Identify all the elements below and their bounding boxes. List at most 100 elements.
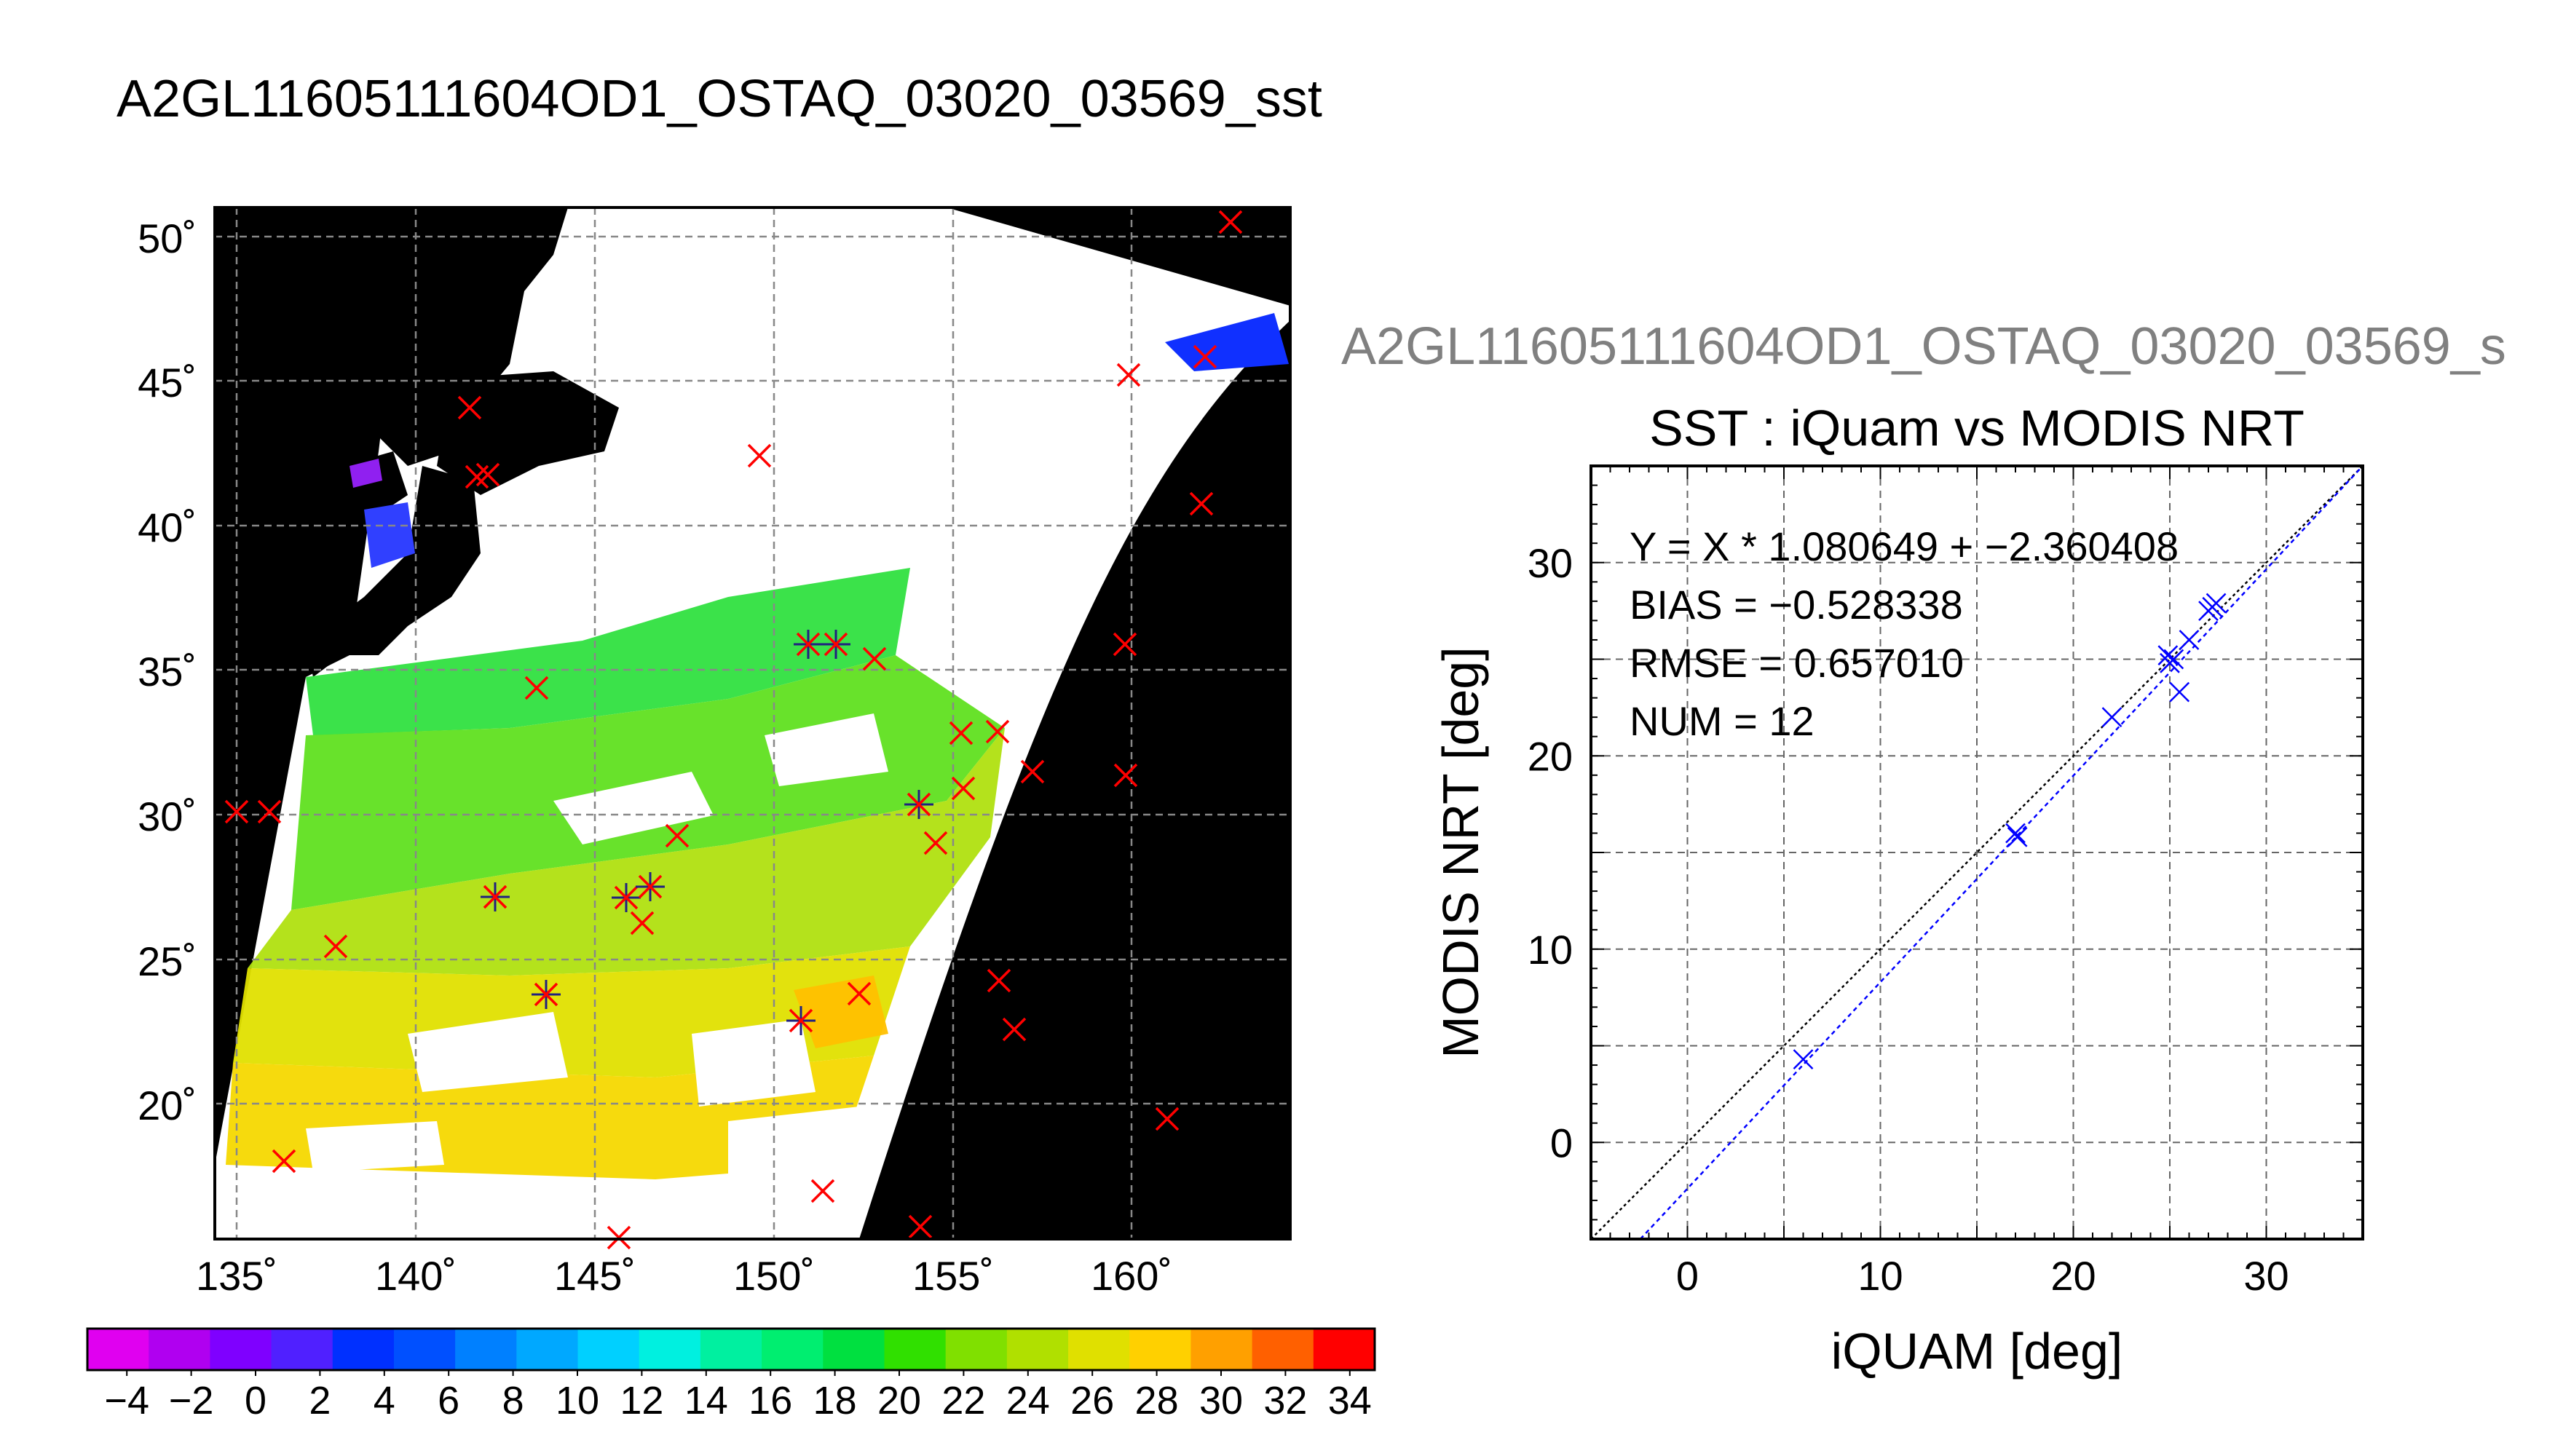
point-stroke xyxy=(2007,826,2028,847)
colorbar-swatch xyxy=(1252,1329,1314,1370)
figure-title: A2GL11605111604OD1_OSTAQ_03020_03569_sst xyxy=(117,70,1322,128)
marker-stroke xyxy=(1113,763,1138,788)
marker-stroke xyxy=(534,982,558,1007)
lat-tick-label: 25˚ xyxy=(138,938,197,984)
colorbar-swatch xyxy=(1190,1329,1253,1370)
scatter-y-tick-label: 0 xyxy=(1550,1120,1573,1166)
matchup-marker-4 xyxy=(612,883,641,912)
marker-stroke xyxy=(665,823,690,848)
colorbar-swatch xyxy=(516,1329,579,1370)
iquam-marker-8 xyxy=(524,676,549,700)
point-stroke xyxy=(2157,645,2179,666)
scatter-point xyxy=(2157,645,2179,666)
iquam-marker-28 xyxy=(630,911,655,935)
colorbar-label: 28 xyxy=(1135,1379,1179,1423)
cold-patch-north xyxy=(1165,313,1289,371)
cloud-gap-1 xyxy=(408,1012,568,1092)
colorbar-label: 24 xyxy=(1006,1379,1050,1423)
matchup-marker-1 xyxy=(821,630,850,659)
lat-tick-label: 50˚ xyxy=(138,215,197,261)
point-stroke xyxy=(2205,593,2227,614)
colorbar-swatch xyxy=(149,1329,210,1370)
scatter-x-tick-label: 10 xyxy=(1857,1253,1903,1299)
scatter-x-axis-label: iQUAM [deg] xyxy=(1831,1323,2123,1380)
colorbar-swatch xyxy=(884,1329,947,1370)
marker-stroke xyxy=(323,934,348,959)
scatter-point xyxy=(2007,826,2028,847)
colorbar-swatch xyxy=(577,1329,640,1370)
lat-tick-label: 40˚ xyxy=(138,505,197,550)
matchup-marker-3 xyxy=(481,882,510,911)
lon-tick-label: 135˚ xyxy=(196,1253,277,1299)
scatter-point xyxy=(2179,630,2200,650)
colorbar-label: 0 xyxy=(245,1379,266,1423)
sst-field-5 xyxy=(794,976,888,1048)
colorbar-swatch xyxy=(1006,1329,1069,1370)
marker-stroke xyxy=(951,776,976,801)
regression-line xyxy=(1639,465,2364,1240)
scatter-point xyxy=(2005,823,2026,844)
scatter-y-tick-label: 20 xyxy=(1528,733,1573,779)
marker-stroke xyxy=(272,1149,296,1174)
marker-stroke xyxy=(907,792,931,817)
colorbar-swatch xyxy=(639,1329,701,1370)
scatter-x-tick-label: 20 xyxy=(2050,1253,2096,1299)
marker-stroke xyxy=(630,911,655,935)
marker-stroke xyxy=(824,632,848,657)
colorbar-swatch xyxy=(1068,1329,1130,1370)
cold-patch-purple xyxy=(350,459,382,488)
scatter-point xyxy=(2169,681,2190,703)
marker-stroke xyxy=(949,721,974,745)
colorbar-label: 16 xyxy=(749,1379,792,1423)
colorbar-swatch xyxy=(393,1329,456,1370)
marker-stroke xyxy=(847,981,872,1006)
sst-colorbar: −4 −2 0 2 4 6 8 10 12 14 16 18 20 22 24 26 28 30 32 34 xyxy=(86,1327,1376,1423)
colorbar-swatch xyxy=(455,1329,517,1370)
iquam-marker-23 xyxy=(272,1149,296,1174)
point-stroke xyxy=(2163,649,2184,670)
iquam-marker-12 xyxy=(985,719,1010,744)
marker-stroke xyxy=(908,1214,933,1239)
marker-stroke xyxy=(862,646,887,671)
marker-stroke xyxy=(1218,210,1243,234)
lat-tick-label: 45˚ xyxy=(138,360,197,405)
point-stroke xyxy=(2005,823,2026,844)
stats-annotation: Y = X * 1.080649 + −2.360408 xyxy=(1630,523,2179,569)
marker-stroke xyxy=(457,395,482,420)
matchup-marker-0 xyxy=(794,630,823,659)
iquam-marker-26 xyxy=(908,1214,933,1239)
lon-tick-label: 155˚ xyxy=(912,1253,994,1299)
cloud-gap-4 xyxy=(728,1107,859,1187)
marker-stroke xyxy=(747,443,772,468)
colorbar-label: 18 xyxy=(813,1379,857,1423)
iquam-marker-29 xyxy=(1113,763,1138,788)
matchup-marker-5 xyxy=(636,872,665,901)
point-stroke xyxy=(2101,707,2122,728)
iquam-marker-16 xyxy=(951,776,976,801)
marker-stroke xyxy=(483,885,508,909)
cloud-gap-5 xyxy=(765,713,888,786)
colorbar-label: 10 xyxy=(556,1379,599,1423)
overlay-title: A2GL11605111604OD1_OSTAQ_03020_03569_s xyxy=(1341,317,2506,376)
scatter-x-tick-label: 0 xyxy=(1676,1253,1699,1299)
iquam-marker-14 xyxy=(224,799,249,824)
colorbar-swatch xyxy=(332,1329,395,1370)
scatter-point xyxy=(1793,1049,1814,1069)
colorbar-swatch xyxy=(823,1329,885,1370)
iquam-marker-10 xyxy=(862,646,887,671)
marker-stroke xyxy=(796,632,821,657)
colorbar-label: 22 xyxy=(941,1379,985,1423)
iquam-marker-19 xyxy=(323,934,348,959)
point-stroke xyxy=(1793,1049,1814,1069)
scatter-y-tick-label: 10 xyxy=(1528,927,1573,973)
matchup-marker-2 xyxy=(904,790,933,819)
iquam-marker-21 xyxy=(1002,1017,1027,1042)
lon-tick-label: 140˚ xyxy=(375,1253,457,1299)
marker-stroke xyxy=(1116,363,1141,387)
colorbar-label: 26 xyxy=(1070,1379,1114,1423)
iquam-marker-25 xyxy=(810,1179,835,1203)
iquam-marker-20 xyxy=(987,968,1011,993)
scatter-title: SST : iQuam vs MODIS NRT xyxy=(1649,400,2305,456)
sst-field-0 xyxy=(306,568,910,735)
